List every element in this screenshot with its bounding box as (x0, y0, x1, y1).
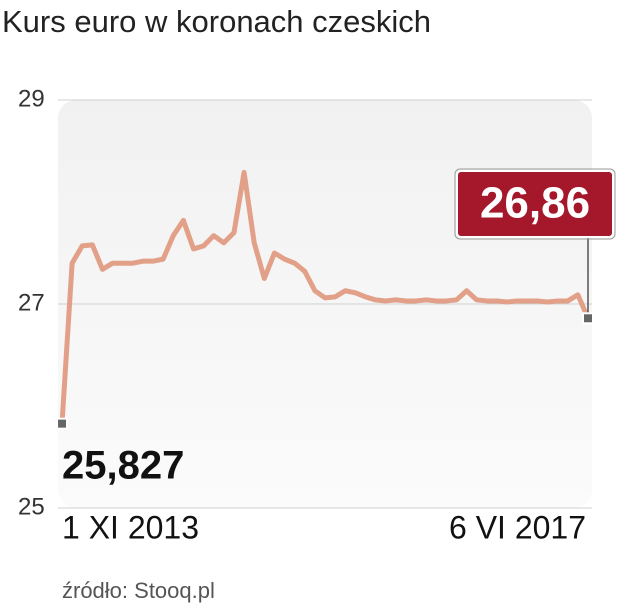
chart-title: Kurs euro w koronach czeskich (2, 4, 431, 39)
y-tick-label: 25 (18, 493, 45, 520)
label-box (456, 170, 614, 238)
y-tick-label: 29 (18, 85, 45, 112)
line (59, 169, 591, 427)
point-marker (56, 417, 68, 430)
y-tick-label: 27 (18, 289, 45, 316)
data-label: 26,86 (480, 179, 590, 228)
source: źródło: Stooq.pl (62, 578, 215, 603)
x-tick-label: 1 XI 2013 (62, 509, 199, 545)
data-label: 25,827 (62, 444, 184, 488)
point-marker (582, 312, 594, 325)
x-tick-label: 6 VI 2017 (449, 509, 586, 545)
label-box-frame (454, 168, 616, 240)
